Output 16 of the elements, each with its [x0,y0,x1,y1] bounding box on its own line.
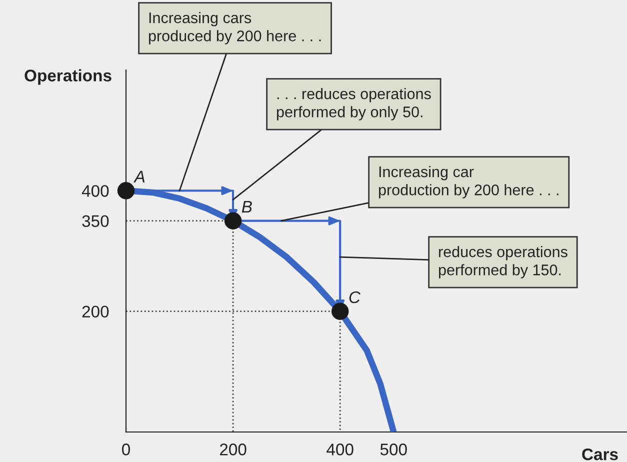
x-tick-label: 200 [220,444,246,456]
annotation: A [134,170,145,182]
y-tick-label: 400 [82,185,109,197]
annotation: Increasing cars produced by 200 here . . . [148,12,321,44]
y-tick-label: 350 [82,215,109,228]
x-tick-label: 0 [122,444,130,456]
x-tick-label: 400 [326,444,354,456]
y-tick-label: 200 [82,306,109,318]
x-tick-label: 500 [380,444,407,456]
y-axis-title: Operations [24,69,112,85]
annotation: B [242,201,252,212]
x-axis-title: Cars [582,448,618,460]
annotation: . . . reduces operations performed by only 50. [276,88,431,120]
annotation: reduces operations performed by 150. [438,246,568,278]
annotation: C [349,291,361,304]
annotation: Increasing car production by 200 here . . . [378,166,558,198]
